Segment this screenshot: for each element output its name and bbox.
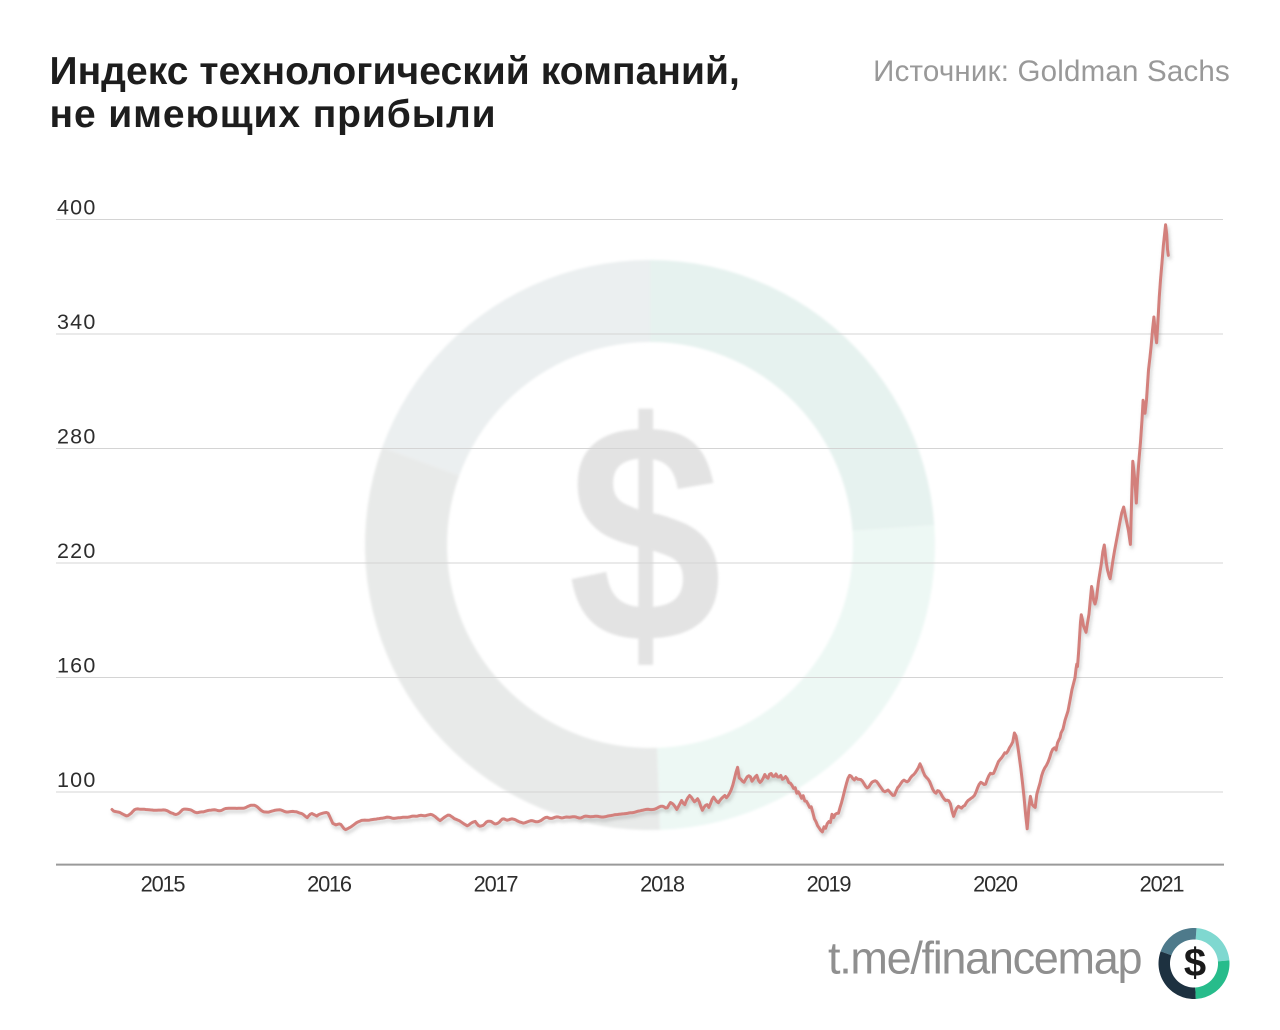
svg-text:$: $ xyxy=(1184,941,1206,985)
svg-text:2019: 2019 xyxy=(807,872,852,897)
svg-text:280: 280 xyxy=(57,425,96,449)
svg-text:2021: 2021 xyxy=(1140,872,1185,897)
svg-text:160: 160 xyxy=(57,654,96,678)
svg-text:не имеющих прибыли: не имеющих прибыли xyxy=(50,93,497,136)
svg-text:Индекс технологический компани: Индекс технологический компаний, xyxy=(50,50,740,93)
svg-text:340: 340 xyxy=(57,310,96,334)
svg-text:2016: 2016 xyxy=(307,872,352,897)
svg-text:2015: 2015 xyxy=(141,872,186,897)
svg-text:100: 100 xyxy=(57,768,96,792)
svg-text:2020: 2020 xyxy=(973,872,1018,897)
svg-text:220: 220 xyxy=(57,539,96,563)
svg-text:400: 400 xyxy=(57,196,96,220)
svg-text:Источник: Goldman Sachs: Источник: Goldman Sachs xyxy=(873,55,1230,88)
svg-text:2018: 2018 xyxy=(640,872,685,897)
svg-text:t.me/financemap: t.me/financemap xyxy=(828,933,1141,984)
svg-text:$: $ xyxy=(568,357,722,708)
svg-text:2017: 2017 xyxy=(474,872,519,897)
